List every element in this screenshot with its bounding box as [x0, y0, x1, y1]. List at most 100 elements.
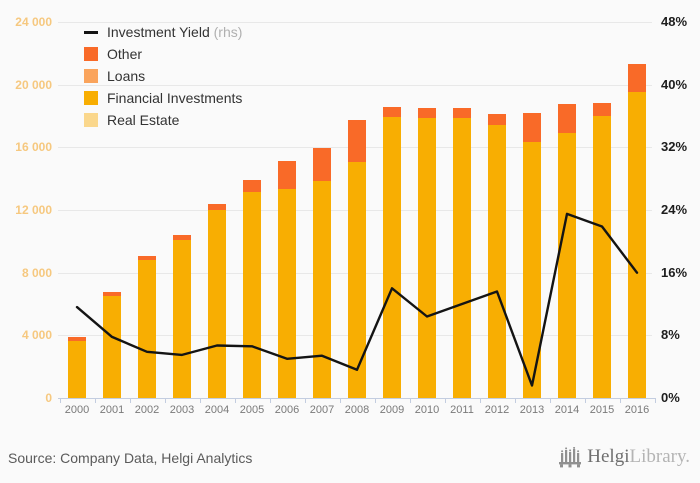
x-axis-tick: [479, 399, 481, 403]
gridline: [58, 22, 652, 23]
logo-text-library: Library.: [629, 446, 691, 467]
x-axis-tick: [164, 399, 166, 403]
bar-segment-2005-other: [243, 180, 261, 192]
legend-rhs-note: (rhs): [209, 24, 243, 40]
legend-item-real-estate: Real Estate: [84, 109, 242, 131]
bar-segment-2007-financial-investments: [313, 181, 331, 398]
x-axis-year-label: 2007: [309, 404, 335, 416]
bar-segment-2005-financial-investments: [243, 191, 261, 398]
left-axis-tick-label: 24 000: [15, 15, 52, 29]
bridge-icon: [559, 447, 582, 468]
bar-segment-2003-other: [173, 235, 191, 240]
bar-segment-2013-financial-investments: [523, 141, 541, 398]
bar-segment-2012-other: [488, 113, 506, 126]
x-axis-year-label: 2001: [99, 404, 125, 416]
x-axis-year-label: 2014: [554, 404, 580, 416]
bar-segment-2016-other: [628, 64, 646, 92]
x-axis-tick: [199, 399, 201, 403]
bar-segment-2015-financial-investments: [593, 116, 611, 398]
x-axis-year-label: 2010: [414, 404, 440, 416]
bar-segment-2008-other: [348, 119, 366, 163]
bar-segment-2009-other: [383, 106, 401, 117]
bar-segment-2008-financial-investments: [348, 162, 366, 398]
right-axis-tick-label: 32%: [661, 139, 688, 155]
x-axis-year-label: 2002: [134, 404, 160, 416]
x-axis-year-label: 2006: [274, 404, 300, 416]
left-axis-tick-label: 20 000: [15, 77, 52, 92]
right-axis-tick-label: 16%: [661, 264, 688, 280]
source-note: Source: Company Data, Helgi Analytics: [8, 450, 253, 466]
x-axis-tick: [269, 399, 271, 403]
right-axis-tick-label: 0%: [661, 390, 680, 405]
bar-segment-2011-other: [453, 108, 471, 118]
left-axis-tick-label: 0: [45, 391, 52, 405]
bar-segment-2000-other: [68, 336, 86, 341]
x-axis-tick: [444, 399, 446, 403]
x-axis-tick: [654, 399, 656, 403]
bar-segment-2010-other: [418, 108, 436, 118]
bar-segment-2010-financial-investments: [418, 117, 436, 398]
gridline: [58, 84, 652, 86]
x-axis-tick: [514, 399, 516, 403]
right-axis-tick-label: 48%: [661, 14, 688, 29]
other-swatch: [84, 47, 98, 61]
right-axis-tick-label: 24%: [661, 202, 688, 217]
bar-segment-2006-other: [278, 161, 296, 189]
legend-label: Financial Investments: [107, 90, 243, 106]
bar-segment-2009-financial-investments: [383, 116, 401, 398]
bar-segment-2001-financial-investments: [103, 296, 121, 398]
x-axis-tick: [374, 399, 376, 403]
legend-label: Investment Yield (rhs): [107, 24, 243, 40]
legend-label: Real Estate: [107, 112, 180, 128]
x-axis-tick: [304, 399, 306, 403]
bar-segment-2011-financial-investments: [453, 117, 471, 398]
x-axis-year-label: 2009: [379, 404, 405, 416]
bar-segment-2002-financial-investments: [138, 260, 156, 398]
x-axis-year-label: 2004: [204, 404, 230, 416]
bar-segment-2003-financial-investments: [173, 239, 191, 398]
bar-segment-2015-other: [593, 102, 611, 116]
helgi-library-logo: HelgiLibrary.: [558, 446, 690, 468]
x-axis-line: [58, 398, 656, 399]
logo-text-helgi: Helgi: [587, 446, 630, 467]
x-axis-tick: [549, 399, 551, 403]
real-estate-swatch: [84, 113, 98, 127]
legend-item-other: Other: [84, 43, 242, 65]
loans-swatch: [84, 69, 98, 83]
x-axis-year-label: 2016: [624, 404, 650, 416]
right-axis-tick-label: 8%: [661, 327, 680, 343]
x-axis-year-label: 2012: [484, 404, 510, 416]
x-axis-tick: [584, 399, 586, 403]
x-axis-year-label: 2008: [344, 404, 370, 416]
bar-segment-2013-other: [523, 112, 541, 142]
bar-segment-2006-financial-investments: [278, 188, 296, 398]
right-axis-tick-label: 40%: [661, 76, 688, 92]
x-axis-year-label: 2015: [589, 404, 615, 416]
bar-segment-2016-financial-investments: [628, 91, 646, 398]
left-axis-tick-label: 16 000: [15, 140, 52, 155]
bar-segment-2007-other: [313, 148, 331, 181]
x-axis-tick: [234, 399, 236, 403]
bar-segment-2004-other: [208, 203, 226, 210]
financial-investments-swatch: [84, 91, 98, 105]
bar-segment-2000-financial-investments: [68, 340, 86, 398]
legend-item-financial-investments: Financial Investments: [84, 87, 242, 109]
legend-item-investment-yield: Investment Yield (rhs): [84, 21, 242, 43]
legend-label: Other: [107, 46, 143, 62]
legend-item-loans: Loans: [84, 65, 242, 87]
x-axis-year-label: 2013: [519, 404, 545, 416]
x-axis-tick: [59, 399, 61, 403]
bar-segment-2014-financial-investments: [558, 133, 576, 398]
left-axis-tick-label: 12 000: [15, 203, 52, 217]
bar-segment-2004-financial-investments: [208, 210, 226, 398]
yield-line-swatch: [84, 30, 98, 34]
bar-segment-2014-other: [558, 104, 576, 134]
bar-segment-2012-financial-investments: [488, 125, 506, 398]
x-axis-tick: [94, 399, 96, 403]
bar-segment-2001-other: [103, 292, 121, 297]
left-axis-tick-label: 8 000: [21, 265, 52, 280]
chart-legend: Investment Yield (rhs) Other Loans Finan…: [84, 21, 242, 131]
x-axis-tick: [339, 399, 341, 403]
x-axis-tick: [129, 399, 131, 403]
